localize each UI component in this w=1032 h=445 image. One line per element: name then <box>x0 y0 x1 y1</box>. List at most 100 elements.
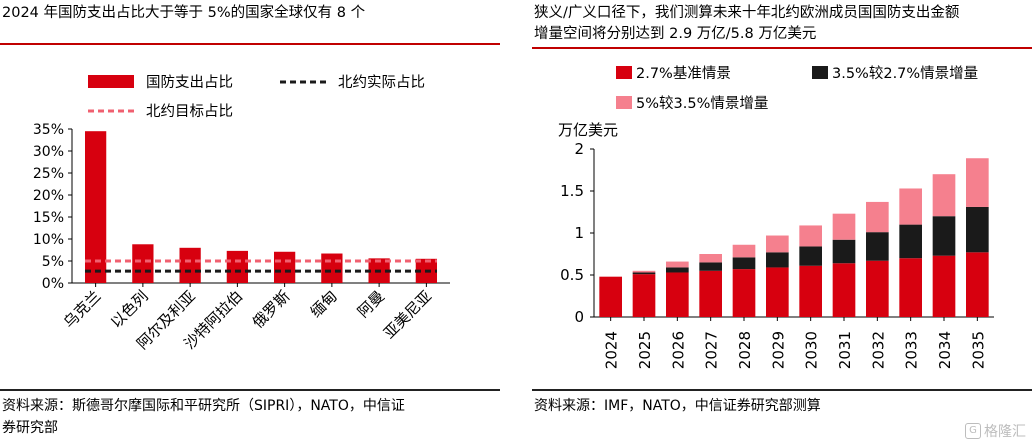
right-panel: 狭义/广义口径下，我们测算未来十年北约欧洲成员国国防支出金额 增量空间将分别达到… <box>532 0 1032 445</box>
legend-swatch-defense-share <box>88 75 134 88</box>
bar-segment-mid <box>632 272 656 275</box>
right-y-tick-label: 0.5 <box>560 266 584 284</box>
bar-segment-mid <box>732 257 756 270</box>
legend-label-nato-actual: 北约实际占比 <box>338 75 425 91</box>
right-title-rule <box>532 47 1032 49</box>
right-y-axis-unit: 万亿美元 <box>558 121 618 139</box>
bar-segment-base <box>966 252 989 317</box>
right-x-tick-label: 2034 <box>936 331 954 369</box>
left-y-tick-label: 35% <box>33 122 64 138</box>
right-x-tick-label: 2024 <box>603 331 621 369</box>
left-y-tick-label: 20% <box>33 188 64 204</box>
bar-segment-base <box>699 270 722 317</box>
bar-segment-base <box>932 255 956 317</box>
left-panel: 2024 年国防支出占比大于等于 5%的国家全球仅有 8 个 国防支出占比 北约… <box>0 0 500 445</box>
right-x-tick-label: 2031 <box>836 331 854 369</box>
right-x-tick-label: 2029 <box>769 331 787 369</box>
bar-segment-base <box>799 265 822 317</box>
right-y-tick-label: 1 <box>574 224 584 242</box>
left-y-tick-label: 5% <box>42 254 64 270</box>
right-chart-title-line1: 狭义/广义口径下，我们测算未来十年北约欧洲成员国国防支出金额 <box>534 5 960 21</box>
legend-item-nato-target: 北约目标占比 <box>88 100 233 121</box>
left-x-tick-label: 乌克兰 <box>60 287 105 332</box>
legend-swatch-nato-target <box>88 109 138 112</box>
watermark-text: 格隆汇 <box>984 424 1026 440</box>
bar-segment-high <box>699 254 722 263</box>
legend-label-defense-share: 国防支出占比 <box>146 75 233 91</box>
bar-segment-mid <box>832 239 856 264</box>
left-source-rule <box>0 389 500 391</box>
bar-segment-high <box>832 213 856 240</box>
right-x-tick-label: 2035 <box>969 331 987 369</box>
right-x-tick-label: 2027 <box>703 331 721 369</box>
right-x-tick-label: 2025 <box>636 331 654 369</box>
legend-swatch-nato-actual <box>280 80 330 83</box>
left-source-line1: 资料来源：斯德哥尔摩国际和平研究所（SIPRI），NATO，中信证 <box>2 398 405 414</box>
bar-segment-base <box>766 267 789 317</box>
bar-segment-mid <box>666 267 689 273</box>
legend-item-nato-actual: 北约实际占比 <box>280 71 425 92</box>
left-y-tick-label: 30% <box>33 144 64 160</box>
left-x-tick-label: 以色列 <box>107 287 152 332</box>
bar-segment-mid <box>699 262 722 271</box>
right-y-tick-label: 2 <box>574 140 584 158</box>
left-y-tick-label: 0% <box>42 276 64 292</box>
left-bar <box>179 247 201 283</box>
right-y-tick-label: 0 <box>574 308 584 326</box>
bar-segment-high <box>799 225 822 247</box>
bar-segment-mid <box>866 232 889 261</box>
right-x-tick-label: 2030 <box>803 331 821 369</box>
legend-label-mid: 3.5%较2.7%情景增量 <box>832 66 979 82</box>
right-source-rule <box>532 389 1032 391</box>
left-bar <box>226 250 249 283</box>
watermark-logo-icon: G <box>965 423 981 439</box>
legend-label-nato-target: 北约目标占比 <box>146 104 233 120</box>
bar-segment-base <box>832 263 856 317</box>
right-x-tick-label: 2032 <box>869 331 887 369</box>
bar-segment-high <box>966 158 989 207</box>
right-chart-title-line2: 增量空间将分别达到 2.9 万亿/5.8 万亿美元 <box>534 26 817 42</box>
bar-segment-high <box>932 174 956 217</box>
bar-segment-high <box>666 261 689 268</box>
left-y-tick-label: 10% <box>33 232 64 248</box>
left-title-rule <box>0 43 500 45</box>
right-x-tick-label: 2033 <box>903 331 921 369</box>
right-x-tick-label: 2026 <box>669 331 687 369</box>
bar-segment-high <box>766 235 789 253</box>
left-y-tick-label: 15% <box>33 210 64 226</box>
right-source: 资料来源：IMF，NATO，中信证券研究部测算 <box>534 398 821 414</box>
left-x-tick-label: 缅甸 <box>307 287 341 321</box>
legend-item-mid: 3.5%较2.7%情景增量 <box>812 62 978 83</box>
legend-swatch-high <box>616 96 632 109</box>
left-y-tick-label: 25% <box>33 166 64 182</box>
left-bar <box>321 253 343 283</box>
bar-segment-base <box>599 276 622 317</box>
bar-segment-high <box>732 244 756 258</box>
legend-swatch-base <box>616 66 632 79</box>
left-x-tick-label: 阿曼 <box>354 287 388 321</box>
bar-segment-mid <box>799 246 822 266</box>
legend-label-base: 2.7%基准情景 <box>636 66 731 82</box>
bar-segment-high <box>866 201 889 233</box>
legend-swatch-mid <box>812 66 828 79</box>
bar-segment-base <box>732 269 756 317</box>
bar-segment-mid <box>766 252 789 268</box>
bar-segment-mid <box>899 224 922 259</box>
legend-item-base: 2.7%基准情景 <box>616 62 731 83</box>
bar-segment-base <box>666 272 689 317</box>
left-x-tick-label: 俄罗斯 <box>249 287 294 332</box>
watermark: G 格隆汇 <box>965 421 1026 441</box>
legend-item-defense-share: 国防支出占比 <box>88 71 233 92</box>
bar-segment-high <box>899 188 922 225</box>
legend-item-high: 5%较3.5%情景增量 <box>616 92 768 113</box>
bar-segment-base <box>632 274 656 317</box>
right-x-tick-label: 2028 <box>736 331 754 369</box>
bar-segment-mid <box>966 206 989 253</box>
legend-label-high: 5%较3.5%情景增量 <box>636 96 769 112</box>
bar-segment-high <box>632 270 656 273</box>
left-bar <box>84 131 107 283</box>
bar-segment-mid <box>932 216 956 256</box>
left-bar <box>132 244 154 283</box>
right-chart-svg: 万亿美元 0 0.5 1 1.5 2 2024 2025 2026 2027 2028 2029 203… <box>558 121 994 369</box>
